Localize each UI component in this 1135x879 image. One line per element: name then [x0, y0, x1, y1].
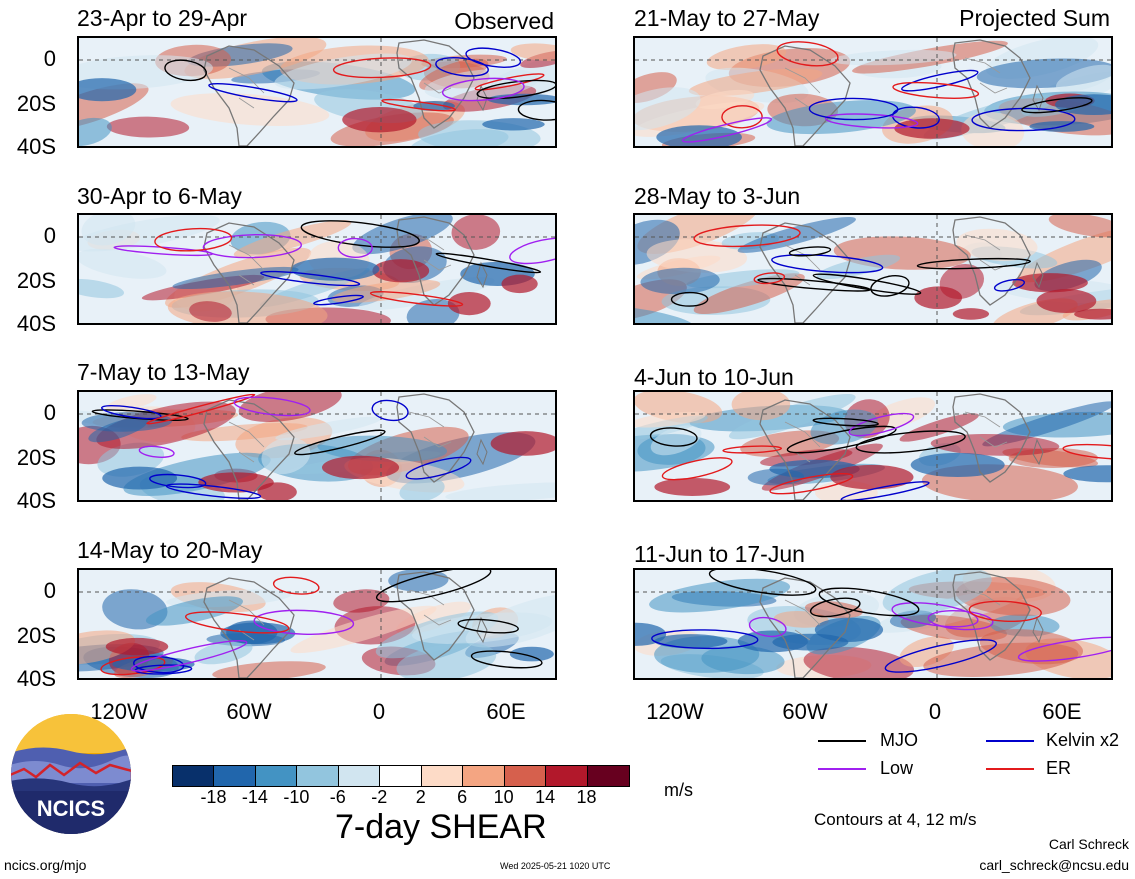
colorbar-tick-label: -2 [371, 787, 388, 807]
map-panel-projected-4 [633, 568, 1113, 680]
ncics-logo: NCICS [10, 713, 132, 835]
chart-title: 7-day SHEAR [335, 808, 547, 846]
legend-low-line [818, 768, 866, 770]
author-email[interactable]: carl_schreck@ncsu.edu [979, 857, 1129, 873]
lon-label-60w: 60W [782, 699, 828, 724]
legend-mjo-line [818, 740, 866, 742]
lat-label-40s: 40S [16, 488, 56, 513]
timestamp: Wed 2025-05-21 1020 UTC [500, 861, 611, 871]
lon-label-60e: 60E [486, 699, 526, 724]
panel-title-right-2: 28-May to 3-Jun [634, 183, 801, 209]
colorbar-swatch [421, 766, 464, 786]
lon-label-0: 0 [372, 699, 386, 724]
colorbar-swatch [380, 766, 422, 786]
lat-label-20s: 20S [16, 91, 56, 116]
lon-label-120w: 120W [90, 699, 148, 724]
colorbar-tick-label: -14 [241, 787, 268, 807]
panel-title-right-3: 4-Jun to 10-Jun [634, 364, 794, 390]
lat-label-0: 0 [43, 223, 56, 248]
panel-title-left-1: 23-Apr to 29-Apr [77, 5, 248, 31]
lon-label-60w: 60W [226, 699, 272, 724]
panel-title-left-3: 7-May to 13-May [77, 359, 250, 385]
legend-low-label: Low [880, 758, 914, 778]
colorbar-ticks: -18 -14 -10 -6 -2 2 6 10 14 18 [172, 787, 628, 809]
lat-label-20s: 20S [16, 623, 56, 648]
panel-title-right-4: 11-Jun to 17-Jun [634, 541, 805, 567]
panel-title-left-4: 14-May to 20-May [77, 537, 263, 563]
legend-er-line [986, 768, 1034, 770]
lat-label-40s: 40S [16, 666, 56, 691]
lon-label-120w: 120W [646, 699, 704, 724]
colorbar-tick-label: 18 [576, 787, 597, 807]
colorbar-swatch [587, 766, 629, 786]
map-panel-projected-3 [633, 390, 1113, 502]
colorbar-swatch [338, 766, 381, 786]
colorbar-tick-label: -6 [329, 787, 346, 807]
author: Carl Schreck [1048, 836, 1129, 852]
colorbar-tick-label: -10 [283, 787, 310, 807]
colorbar-swatch [463, 766, 505, 786]
map-panel-observed-4 [77, 568, 557, 680]
colorbar-swatch [173, 766, 215, 786]
colorbar-swatch [504, 766, 547, 786]
lat-label-20s: 20S [16, 268, 56, 293]
site-link[interactable]: ncics.org/mjo [4, 857, 87, 873]
colorbar-swatch [255, 766, 298, 786]
projected-label: Projected Sum [959, 5, 1110, 31]
colorbar-tick-label: 6 [457, 787, 468, 807]
colorbar-swatch [546, 766, 588, 786]
map-panel-observed-2 [77, 213, 557, 325]
colorbar [172, 765, 630, 787]
lat-label-40s: 40S [16, 134, 56, 159]
observed-label: Observed [454, 8, 554, 34]
lat-label-0: 0 [43, 400, 56, 425]
map-panel-observed-1 [77, 36, 557, 148]
colorbar-tick-label: 10 [493, 787, 514, 807]
panel-title-left-2: 30-Apr to 6-May [77, 183, 242, 209]
map-panel-projected-2 [633, 213, 1113, 325]
lat-label-40s: 40S [16, 311, 56, 336]
legend-kelvin-line [986, 740, 1034, 742]
panel-title-right-1: 21-May to 27-May [634, 5, 820, 31]
colorbar-tick-label: 14 [535, 787, 556, 807]
logo-text: NCICS [37, 796, 105, 821]
lon-label-0: 0 [928, 699, 942, 724]
map-panel-projected-1 [633, 36, 1113, 148]
colorbar-swatch [214, 766, 256, 786]
legend-mjo-label: MJO [880, 730, 918, 750]
lat-label-20s: 20S [16, 445, 56, 470]
colorbar-swatch [297, 766, 339, 786]
lon-label-60e: 60E [1042, 699, 1082, 724]
colorbar-tick-label: 2 [415, 787, 426, 807]
colorbar-tick-label: -18 [200, 787, 227, 807]
map-panel-observed-3 [77, 390, 557, 502]
legend-er-label: ER [1046, 758, 1072, 778]
colorbar-units: m/s [664, 780, 693, 800]
lat-label-0: 0 [43, 46, 56, 71]
legend-kelvin-label: Kelvin x2 [1046, 730, 1120, 750]
contours-note: Contours at 4, 12 m/s [814, 810, 977, 829]
lat-label-0: 0 [43, 578, 56, 603]
